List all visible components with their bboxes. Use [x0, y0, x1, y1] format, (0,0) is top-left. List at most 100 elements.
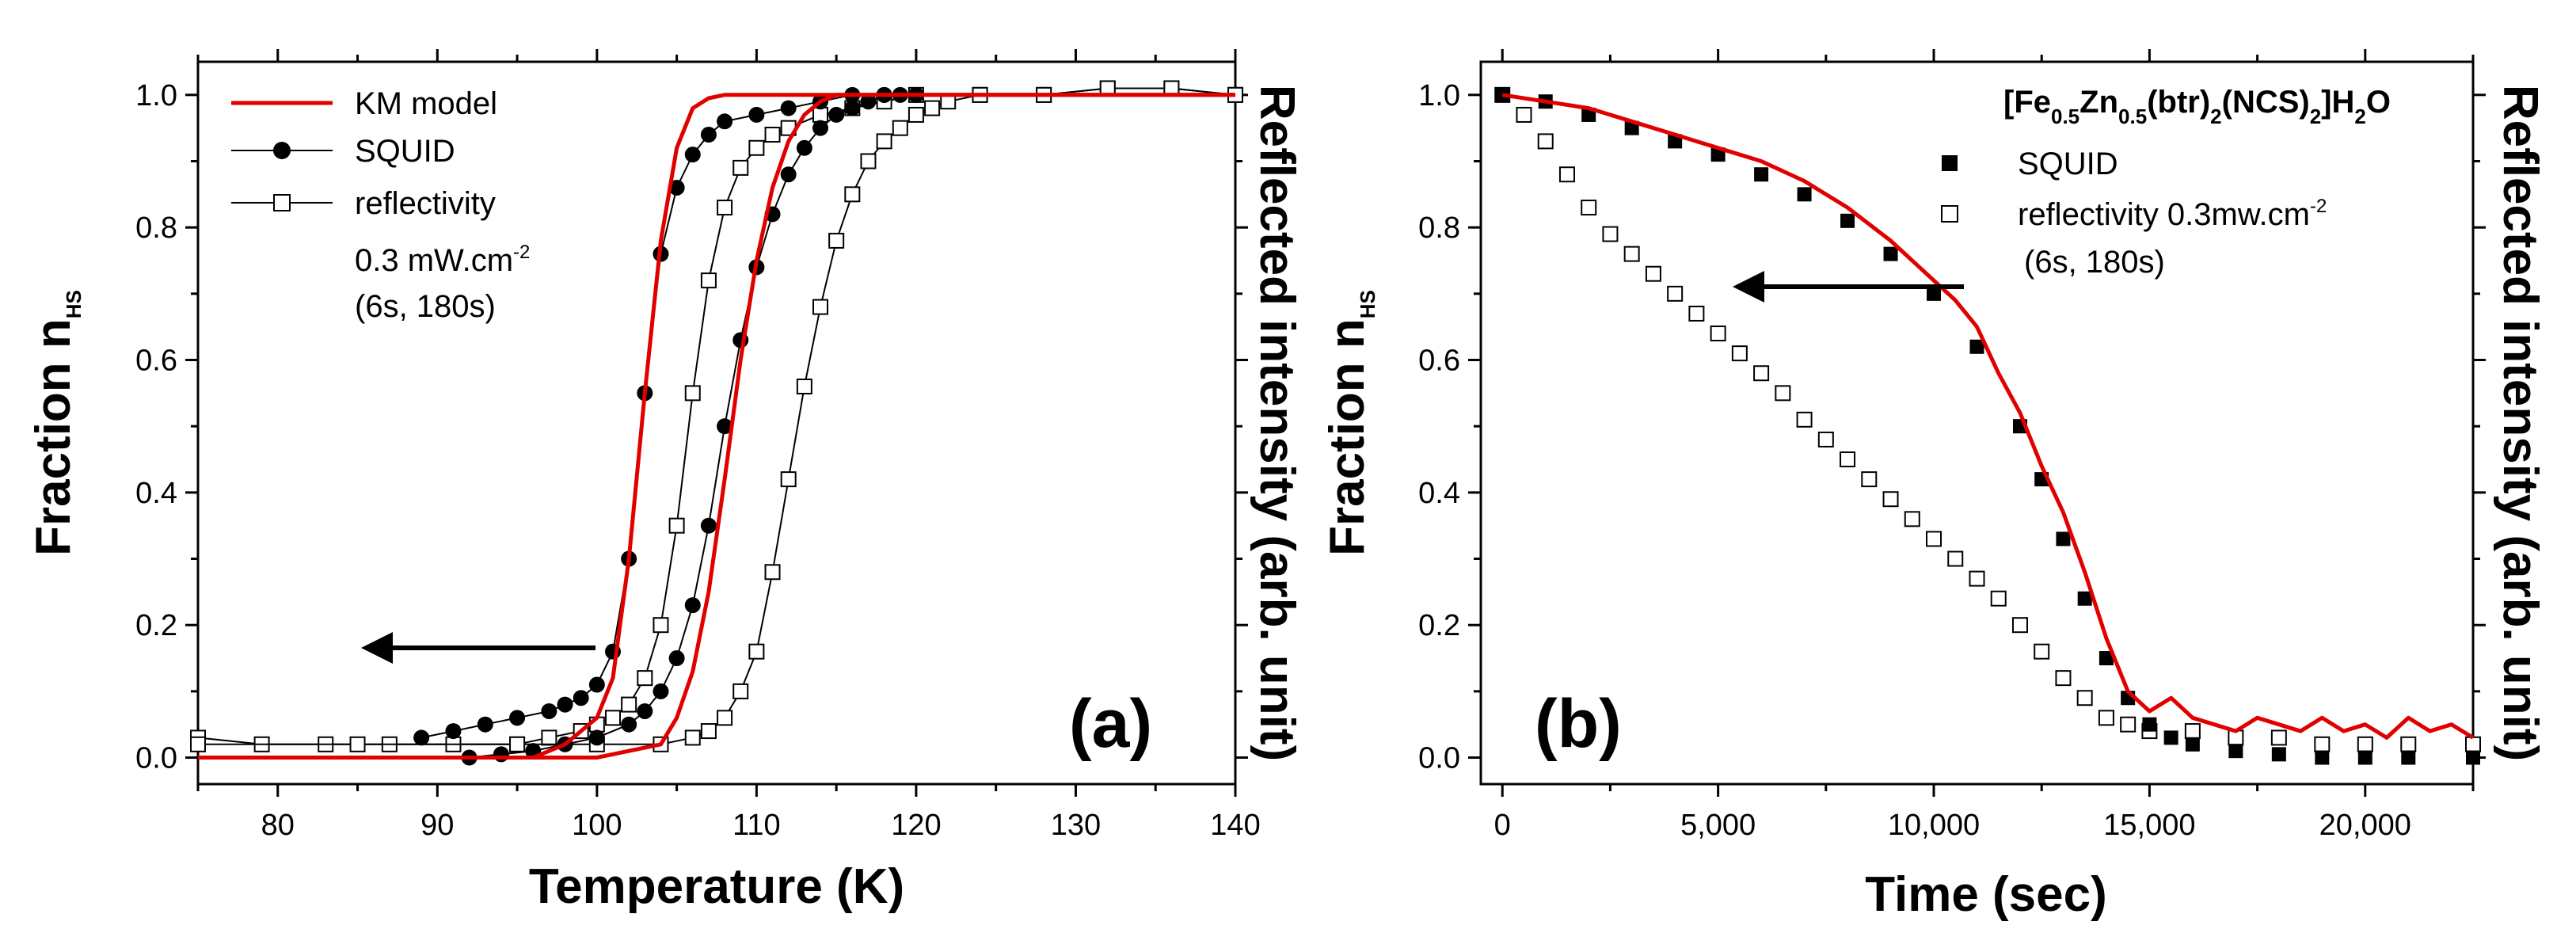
squid-point	[668, 179, 685, 196]
reflectivity-point	[1904, 511, 1920, 527]
reflectivity-point	[732, 683, 749, 699]
y-tick-label: 0.0	[1418, 742, 1460, 775]
x-tick-label: 10,000	[1888, 809, 1980, 842]
reflectivity-point	[844, 186, 861, 203]
reflectivity-point	[2314, 736, 2331, 752]
panel-a-series	[190, 80, 1243, 766]
squid-point	[2466, 750, 2480, 765]
panel-b-label: (b)	[1535, 686, 1622, 762]
compound-formula: [Fe0.5Zn0.5(btr)2(NCS)2]H2O	[2003, 85, 2391, 128]
reflectivity-point	[541, 729, 557, 746]
squid-point	[1927, 286, 1942, 301]
panel-a-ylabel: Fraction nHS	[26, 290, 86, 556]
reflectivity-line	[197, 87, 1236, 745]
reflectivity-point	[2270, 729, 2287, 746]
squid-point	[780, 100, 797, 116]
legend-note-times: (6s, 180s)	[355, 289, 496, 324]
squid-point	[621, 716, 637, 733]
panel-b-frame	[1479, 60, 2475, 786]
reflectivity-point	[780, 471, 797, 488]
panel-a-legend: KM model SQUID reflectivity 0.3 mW.cm-2 …	[231, 86, 530, 324]
reflectivity-point	[796, 378, 812, 394]
squid-point	[573, 690, 589, 706]
reflectivity-point	[700, 272, 717, 289]
reflectivity-point	[1969, 570, 1985, 587]
legend-note-power: 0.3 mW.cm-2	[355, 242, 530, 278]
formula-part: ]H	[2321, 85, 2354, 120]
reflectivity-point	[1882, 491, 1899, 508]
reflectivity-line	[198, 87, 1236, 745]
x-tick-label: 120	[891, 809, 941, 842]
squid-point	[796, 139, 812, 156]
reflectivity-point	[637, 670, 653, 687]
reflectivity-point	[2357, 736, 2373, 752]
panel-a-frame	[196, 60, 1237, 786]
reflectivity-point	[1667, 285, 1684, 302]
reflectivity-point	[1753, 365, 1770, 382]
legend-refl-label: reflectivity	[355, 186, 496, 221]
x-tick-label: 20,000	[2319, 809, 2411, 842]
y-tick-label: 0.8	[1418, 211, 1460, 245]
reflectivity-point	[349, 736, 366, 752]
squid-point	[717, 418, 733, 435]
reflectivity-point	[2120, 716, 2137, 733]
formula-subscript: 0.5	[2051, 105, 2079, 128]
reflectivity-point	[876, 133, 892, 150]
squid-point	[1754, 167, 1769, 182]
reflectivity-point	[860, 153, 877, 169]
panel-b-arrow	[1733, 271, 1964, 303]
squid-point	[413, 729, 430, 746]
reflectivity-point	[748, 139, 765, 156]
y-tick-label: 0.2	[1418, 609, 1460, 642]
formula-subscript: 0.5	[2118, 105, 2147, 128]
reflectivity-point	[1602, 226, 1619, 242]
panel-a-xlabel: Temperature (K)	[529, 859, 904, 914]
reflectivity-point	[812, 106, 828, 123]
panel-b-ylabel-sub: HS	[1356, 290, 1379, 318]
legend-squid-marker	[273, 142, 291, 159]
legend-b-note: (6s, 180s)	[2024, 245, 2165, 280]
squid-point	[2401, 750, 2416, 765]
reflectivity-point	[1710, 326, 1726, 342]
squid-point	[588, 729, 605, 746]
reflectivity-point	[2400, 736, 2417, 752]
legend-b-refl-label: reflectivity 0.3mw.cm-2	[2018, 196, 2327, 232]
panel-b-y2label: Reflected intensity (arb. unit)	[2493, 85, 2547, 761]
reflectivity-point	[653, 617, 669, 634]
legend-km-label: KM model	[355, 86, 497, 121]
reflectivity-point	[2011, 617, 2028, 634]
panel-a-ticks: 80 90 100 110 120 130 140 0.0 0.2 0.4 0.6 0.8 1.0	[135, 49, 1261, 842]
reflectivity-point	[190, 736, 206, 752]
legend-b-squid-marker	[1942, 155, 1958, 171]
y-tick-label: 1.0	[1418, 79, 1460, 112]
squid-point	[2098, 651, 2114, 666]
panel-a-y2label: Reflected intensity (arb. unit)	[1250, 85, 1304, 761]
squid-point	[780, 166, 797, 183]
reflectivity-point	[2098, 710, 2114, 726]
squid-point	[541, 703, 557, 719]
panel-a: 80 90 100 110 120 130 140 0.0 0.2 0.4 0.6 0.8 1.0 Fr…	[26, 49, 1304, 914]
squid-point	[844, 100, 861, 116]
formula-subscript: 2	[2354, 105, 2365, 128]
reflectivity-point	[605, 710, 621, 726]
km-model-line	[1501, 93, 2475, 740]
panel-b: 0 5,000 10,000 15,000 20,000 0.0 0.2 0.4 0.6 0.8 1…	[1320, 49, 2547, 922]
legend-refl-marker	[273, 194, 291, 211]
panel-b-xlabel: Time (sec)	[1865, 867, 2107, 922]
y-tick-label: 0.8	[135, 211, 177, 245]
squid-point	[477, 716, 493, 733]
x-tick-label: 80	[261, 809, 295, 842]
squid-point	[2056, 531, 2071, 546]
legend-note-power-sup: -2	[513, 242, 530, 263]
x-tick-label: 100	[572, 809, 622, 842]
y-tick-label: 0.4	[135, 477, 177, 510]
reflectivity-point	[1731, 345, 1748, 362]
squid-point	[653, 683, 669, 699]
x-tick-label: 140	[1210, 809, 1260, 842]
km-model-line	[198, 93, 1235, 760]
x-tick-label: 15,000	[2103, 809, 2195, 842]
squid-point	[637, 703, 653, 719]
panel-b-legend: SQUID reflectivity 0.3mw.cm-2 (6s, 180s)	[1941, 147, 2327, 280]
reflectivity-point	[509, 736, 526, 752]
reflectivity-point	[668, 517, 685, 534]
